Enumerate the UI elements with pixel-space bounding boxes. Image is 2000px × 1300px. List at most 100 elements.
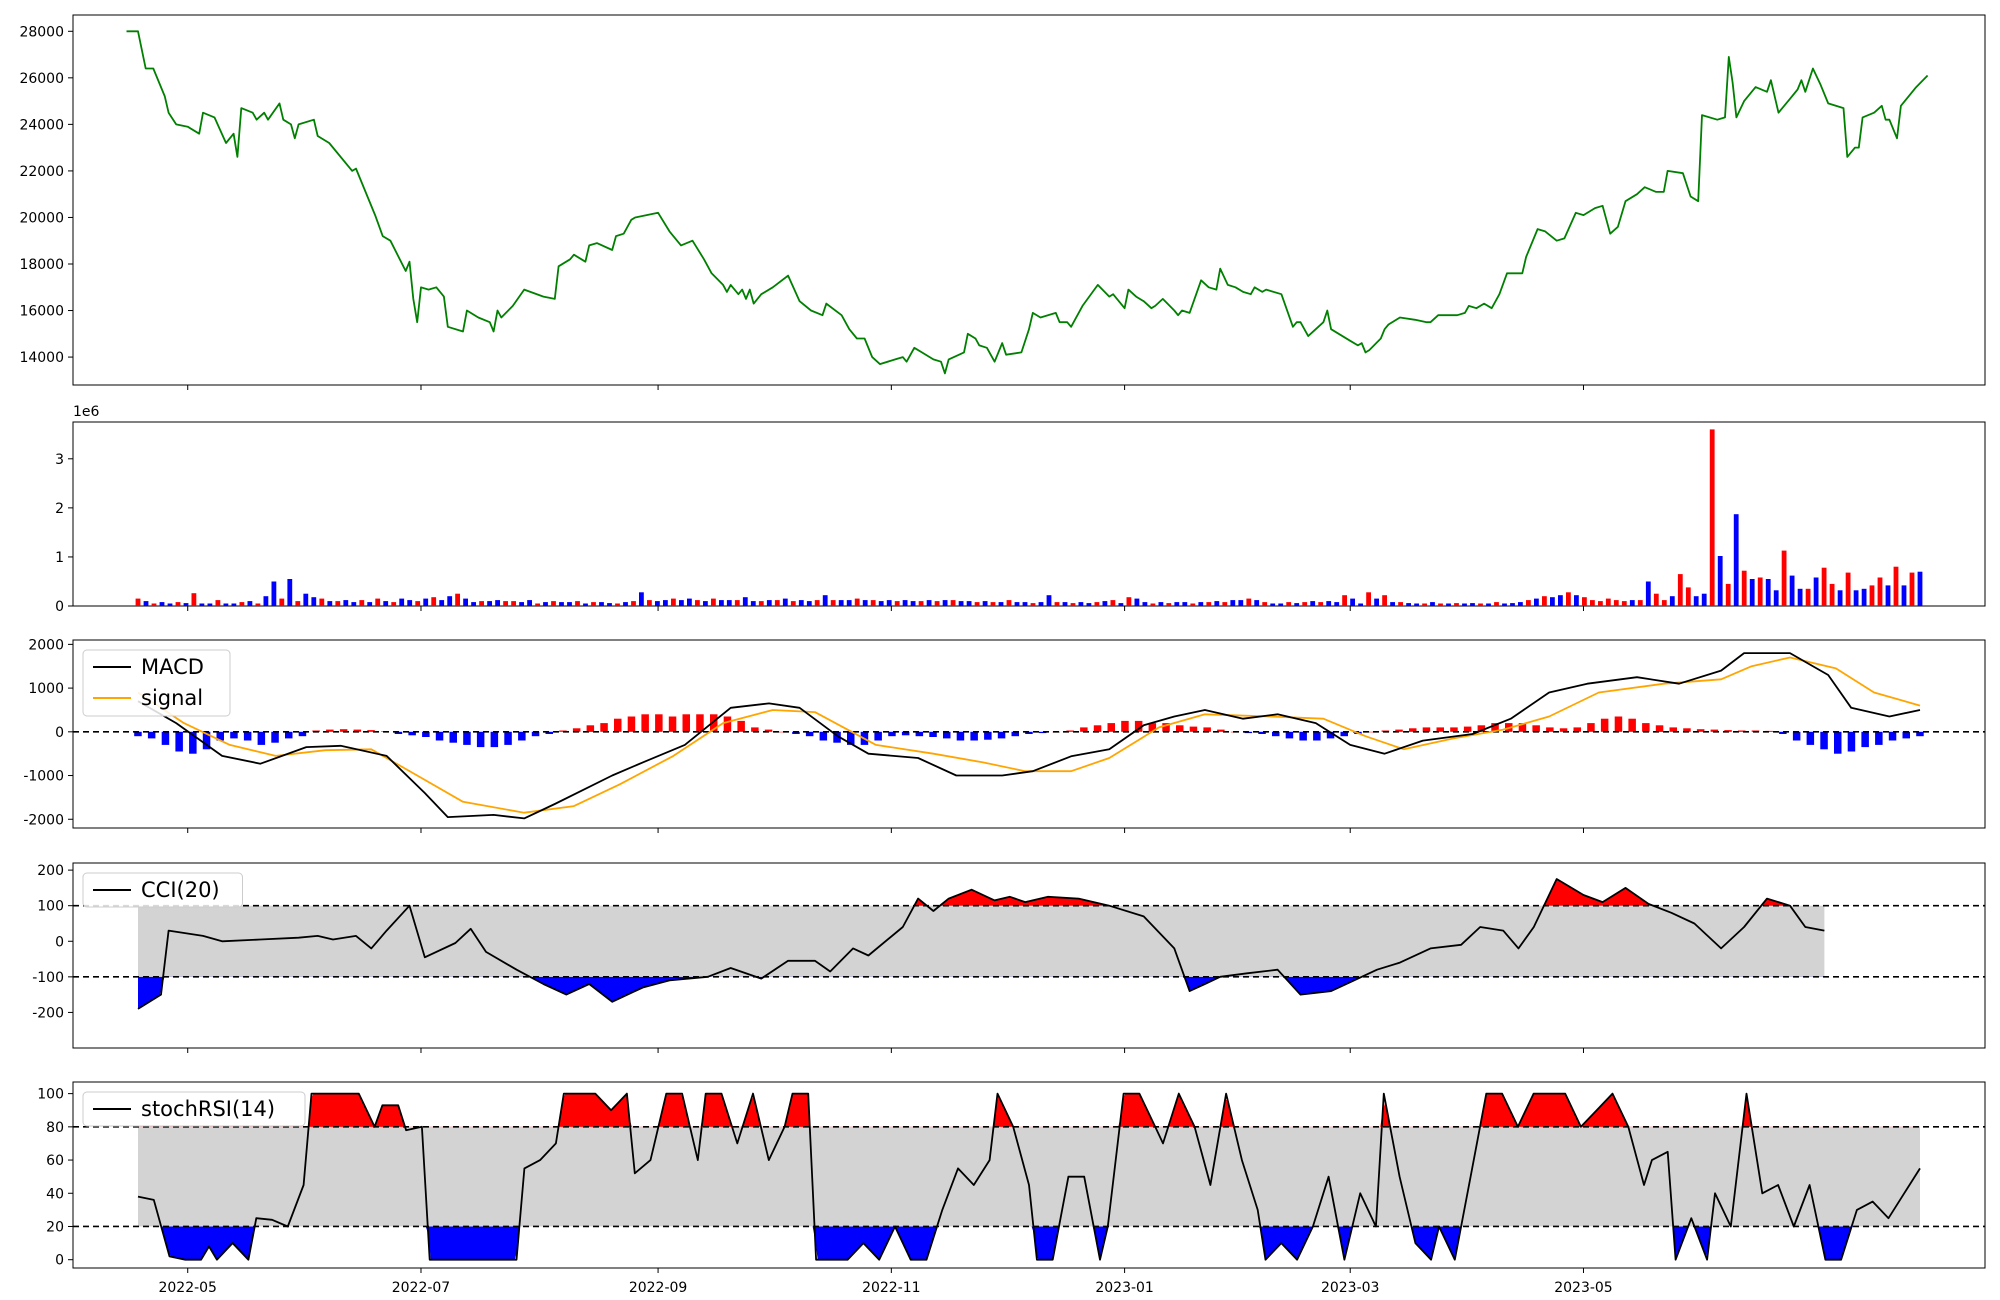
volume-bar [263, 596, 269, 606]
macd-histogram-bar [1491, 723, 1499, 732]
plot-frame [72, 1081, 1986, 1269]
volume-bar [1134, 598, 1140, 606]
macd-histogram-bar [805, 731, 814, 737]
macd-histogram-bar [1655, 725, 1664, 732]
volume-bar [734, 600, 740, 606]
volume-bar [1166, 603, 1172, 606]
volume-bar [1334, 602, 1340, 606]
volume-bar [663, 600, 668, 606]
y-tick-label: 22000 [19, 164, 64, 180]
macd-histogram-bar [943, 731, 951, 739]
legend-box [82, 1091, 306, 1127]
volume-bar [527, 600, 532, 606]
macd-histogram-bar [422, 731, 430, 737]
volume-bar [231, 603, 237, 606]
volume-bar [1661, 600, 1667, 606]
volume-bar [1813, 577, 1819, 606]
volume-bar [503, 601, 508, 606]
volume-bar [1206, 602, 1212, 606]
volume-bar [846, 600, 852, 606]
volume-bar [1829, 583, 1835, 606]
volume-bar [599, 602, 604, 606]
macd-histogram-bar [449, 731, 457, 743]
macd-histogram-bar [1011, 731, 1019, 737]
volume-bar [1717, 556, 1723, 606]
volume-bar [822, 595, 828, 606]
macd-histogram-bar [367, 730, 375, 732]
volume-bar [1909, 572, 1915, 606]
volume-bar [1518, 602, 1523, 606]
macd-histogram-bar [298, 731, 307, 737]
macd-histogram-bar [997, 731, 1006, 739]
macd-histogram-bar [216, 731, 224, 741]
cci-band [138, 905, 1825, 977]
volume-bar [495, 600, 500, 606]
macd-histogram-bar [764, 729, 773, 732]
macd-histogram-bar [1710, 729, 1719, 732]
volume-bar [1797, 588, 1803, 606]
macd-histogram-bar [819, 731, 828, 741]
volume-bar [1094, 602, 1100, 606]
macd-histogram-bar [874, 731, 882, 741]
macd-histogram-bar [1683, 728, 1691, 732]
volume-bar [703, 601, 708, 606]
volume-bar [1230, 600, 1236, 606]
volume-bar [1254, 600, 1260, 606]
volume-bar [902, 600, 908, 606]
macd-histogram-bar [600, 723, 608, 732]
macd-histogram-bar [1395, 729, 1403, 732]
macd-histogram-bar [655, 714, 663, 732]
volume-bar [311, 597, 317, 606]
volume-bar [1246, 598, 1252, 606]
macd-histogram-bar [792, 731, 800, 734]
volume-bar [1406, 603, 1411, 606]
volume-panel: 1e6 0 1 2 3 [55, 404, 1986, 615]
x-tick-label: 2022-11 [862, 1280, 921, 1296]
macd-histogram-bar [408, 731, 416, 736]
cci-oversold-fill [138, 976, 1825, 1009]
volume-bar [1773, 590, 1779, 606]
macd-histogram-bar [1847, 731, 1856, 752]
volume-bar [1454, 603, 1459, 606]
x-tick-label: 2022-09 [629, 1280, 688, 1296]
macd-histogram-bar [1696, 729, 1705, 732]
volume-bar [447, 596, 453, 606]
y-tick-label: 60 [46, 1153, 64, 1169]
volume-bar [671, 598, 676, 606]
volume-bar [143, 601, 149, 606]
volume-bar [742, 597, 748, 606]
macd-histogram-bar [1518, 723, 1527, 732]
y-tick-label: 100 [37, 1087, 64, 1103]
volume-bar [1845, 572, 1851, 606]
volume-bar [982, 601, 988, 606]
volume-bar [607, 603, 612, 606]
macd-histogram-bar [1409, 728, 1417, 732]
volume-bar [711, 598, 716, 606]
volume-bar [207, 603, 213, 606]
macd-histogram-bar [1066, 730, 1074, 732]
volume-offset-label: 1e6 [73, 404, 100, 420]
volume-bar [1086, 603, 1092, 606]
volume-bar [615, 603, 620, 606]
volume-bar [1837, 590, 1843, 606]
volume-bar [966, 601, 972, 606]
volume-bar [1126, 597, 1132, 606]
volume-bar [455, 593, 460, 606]
macd-histogram-bar [1313, 731, 1321, 741]
macd-histogram-bar [1587, 723, 1595, 732]
macd-histogram-bar [1806, 731, 1815, 745]
volume-bar [974, 602, 980, 606]
macd-histogram-bar [1176, 725, 1184, 732]
macd-histogram-bar [1203, 727, 1211, 732]
volume-bar [575, 601, 580, 606]
macd-histogram-bar [339, 729, 348, 732]
volume-bar [838, 600, 844, 606]
macd-histogram-bar [627, 716, 636, 732]
volume-bar [431, 597, 437, 606]
stochrsi-panel: 0 20 40 60 80 100 stochRSI(14) 2022-05 2022-07 20… [37, 1081, 1986, 1296]
volume-bar [1885, 585, 1891, 606]
volume-bar [1006, 600, 1012, 606]
macd-histogram-bar [463, 731, 471, 745]
volume-bar [1278, 603, 1284, 606]
macd-histogram-bar [1779, 731, 1787, 734]
